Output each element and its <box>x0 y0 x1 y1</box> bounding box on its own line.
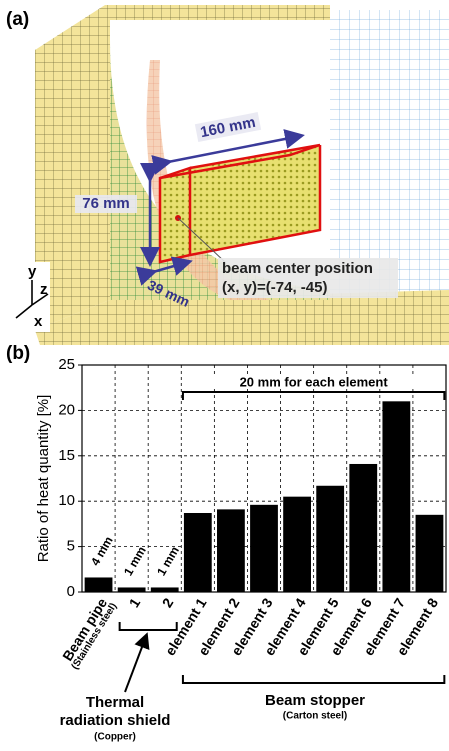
axis-label: y <box>28 263 37 280</box>
thickness-label: 1 mm <box>154 544 182 578</box>
y-tick-label: 15 <box>58 447 75 464</box>
bar <box>217 509 245 592</box>
bracket-label: 20 mm for each element <box>240 374 389 389</box>
bar <box>382 401 410 592</box>
y-tick-label: 5 <box>67 538 75 555</box>
panel-label: (b) <box>6 343 30 364</box>
arrow <box>125 636 146 692</box>
y-tick-label: 0 <box>67 583 75 600</box>
bar <box>316 486 344 592</box>
bar <box>349 464 377 592</box>
axis-label: x <box>34 313 43 330</box>
panel-label: (a) <box>6 9 29 30</box>
thickness-label: 1 mm <box>121 544 149 578</box>
axis-label: z <box>40 281 48 298</box>
y-tick-label: 20 <box>58 401 75 418</box>
panel-a: 160 mm 76 mm 39 mm beam center position … <box>0 5 449 345</box>
bracket <box>183 675 444 683</box>
bar <box>85 577 113 592</box>
bar <box>283 497 311 592</box>
shield-label: radiation shield <box>60 712 171 729</box>
bar <box>250 505 278 592</box>
dim-label: 76 mm <box>82 195 130 212</box>
bar <box>118 587 146 592</box>
bar <box>184 513 212 592</box>
bar <box>416 515 444 592</box>
shield-label: Thermal <box>86 694 144 711</box>
bracket <box>120 622 177 630</box>
shield-note: (Copper) <box>94 732 136 743</box>
beam-label: beam center position <box>222 260 373 277</box>
y-tick-label: 10 <box>58 492 75 509</box>
y-tick-label: 25 <box>58 356 75 373</box>
x-tick-label: 2 <box>159 595 177 610</box>
thickness-label: 4 mm <box>88 534 116 568</box>
mesh-right <box>330 10 449 300</box>
stopper-label: Beam stopper <box>265 692 365 709</box>
dim-label: 160 mm <box>199 114 257 141</box>
y-axis-title: Ratio of heat quantity [%] <box>35 395 52 563</box>
bar <box>151 587 179 592</box>
stopper-note: (Carton steel) <box>283 711 347 722</box>
figure: 160 mm 76 mm 39 mm beam center position … <box>0 0 449 746</box>
panel-b: (b) Ratio of heat quantity [%] 0 5 10 15 20 25 B… <box>6 343 446 743</box>
stopper-front <box>160 168 190 262</box>
beam-coords: (x, y)=(-74, -45) <box>222 279 327 296</box>
x-tick-label: 1 <box>126 595 144 610</box>
